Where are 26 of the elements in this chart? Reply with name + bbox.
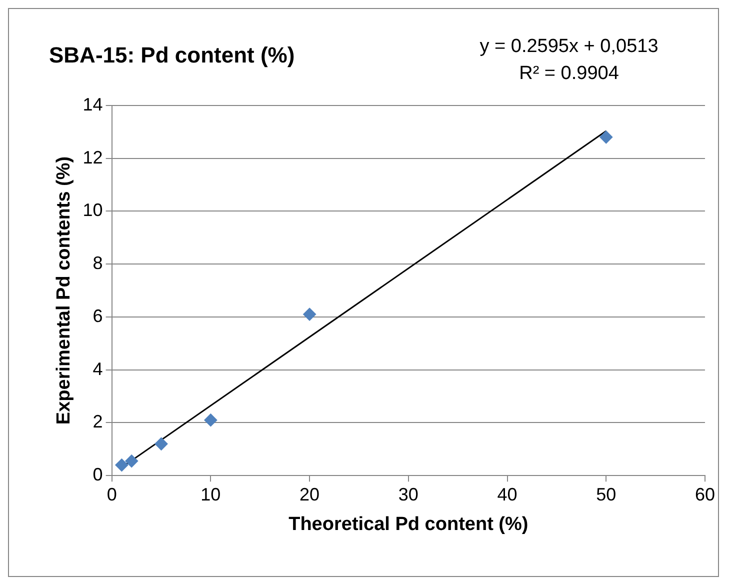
chart-title: SBA-15: Pd content (%): [49, 42, 295, 68]
text: y = 0.2595x + 0,0513: [480, 36, 658, 58]
y-tick-label: 6: [92, 306, 103, 326]
point: [204, 414, 218, 427]
y-axis-title: Experimental Pd contents (%): [54, 156, 75, 425]
x-tick-label: 40: [497, 484, 518, 504]
y-tick-label: 12: [82, 147, 103, 168]
y-tick-label: 0: [92, 464, 103, 485]
x-axis-title: Theoretical Pd content (%): [288, 514, 528, 535]
y-tick-label: 4: [92, 358, 103, 379]
point: [115, 458, 128, 472]
y-tick-label: 10: [82, 200, 103, 220]
x-tick-label: 0: [106, 484, 117, 504]
point: [125, 454, 138, 468]
y-tick-label: 2: [92, 412, 103, 432]
point: [154, 437, 168, 450]
x-tick-label: 60: [694, 484, 716, 504]
y-tick-label: 8: [92, 253, 103, 274]
text: R² = 0.9904: [519, 63, 620, 84]
y-tick-label: 14: [82, 94, 103, 114]
x-tick-label: 30: [398, 484, 418, 504]
point: [303, 308, 316, 321]
x-tick-label: 50: [596, 484, 616, 504]
point: [600, 130, 613, 144]
x-tick-label: 20: [300, 484, 320, 504]
x-tick-label: 10: [200, 484, 221, 504]
